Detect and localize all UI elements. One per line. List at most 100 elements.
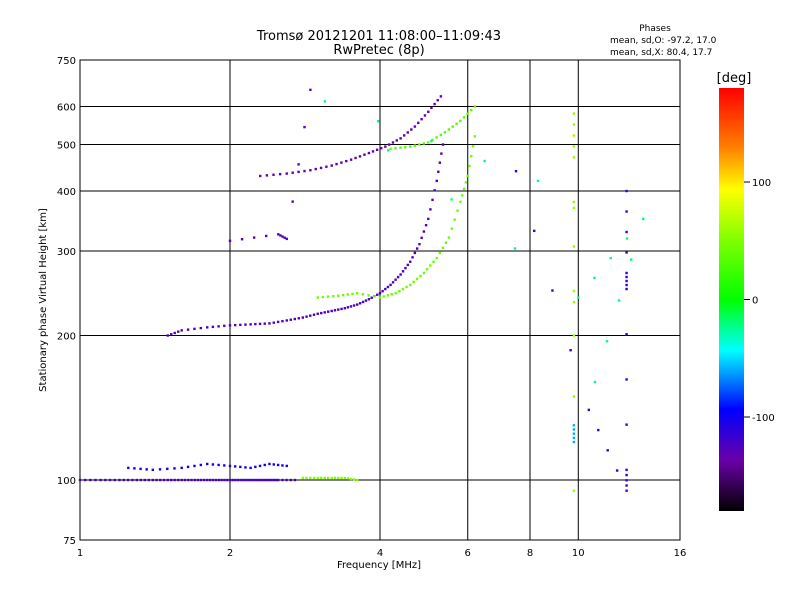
echo-point [352,304,356,307]
echo-point [186,465,190,469]
echo-point [158,468,162,471]
echo-point [382,295,386,298]
echo-point [333,309,337,312]
echo-point [186,328,190,331]
echo-point [577,296,580,299]
echo-point [309,476,312,480]
echo-point [625,333,628,336]
echo-point [572,300,576,304]
echo-point [399,146,402,149]
echo-point [155,478,158,482]
echo-point [355,292,359,295]
echo-point [572,145,576,148]
echo-point [625,423,628,426]
echo-point [625,275,628,279]
echo-point [415,247,419,250]
echo-point [214,478,218,482]
echo-point [330,309,333,313]
echo-point [389,283,392,287]
echo-point [346,477,350,480]
echo-point [395,139,399,142]
x-axis-label: Frequency [MHz] [337,560,421,571]
echo-point [625,279,628,283]
echo-point [412,280,415,284]
echo-point [346,293,349,296]
echo-point [367,151,371,155]
echo-point [425,268,429,271]
echo-point [217,463,220,467]
echo-point [451,125,454,128]
echo-point [108,478,112,482]
echo-point [341,293,345,297]
echo-point [145,468,148,471]
echo-point [279,234,282,237]
echo-point [323,100,327,103]
echo-point [391,281,395,284]
echo-point [483,159,486,163]
echo-point [217,325,220,328]
echo-point [205,462,209,466]
echo-point [244,466,247,469]
echo-point [258,322,262,326]
echo-point [450,227,453,230]
echo-point [122,478,125,482]
echo-point [345,159,348,163]
echo-point [473,135,477,138]
echo-point [466,112,469,115]
echo-point [439,95,443,98]
echo-point [301,476,305,480]
colorbar-tick-label: 100 [752,178,771,189]
echo-point [259,478,262,482]
echo-point [211,325,215,329]
echo-point [166,334,169,337]
echo-point [572,206,576,210]
echo-point [625,287,628,291]
y-axis-ticks: 75 100 200 300 400 500 600 750 [57,56,76,547]
echo-point [409,145,412,148]
echo-point [459,200,462,203]
echo-point [99,478,102,482]
echo-point [429,264,432,267]
x-axis-ticks: 1 2 4 6 8 10 16 [77,548,687,559]
echo-point [343,476,347,480]
echo-point [274,478,278,482]
echo-point [289,318,292,321]
echo-point [572,134,576,137]
echo-point [349,477,353,481]
echo-point [239,465,242,469]
echo-point [420,117,423,121]
echo-point [361,293,365,296]
echo-point [625,237,629,240]
echo-point [199,326,203,330]
echo-point [333,476,337,480]
echo-point [411,256,414,259]
echo-point [223,478,226,482]
echo-point [440,152,443,155]
echo-point [223,464,226,467]
echo-point [205,326,209,329]
echo-point [239,323,242,327]
echo-point [228,324,232,327]
y-tick-label: 75 [63,536,76,547]
echo-point [309,88,312,92]
echo-point [471,145,475,148]
echo-point [265,174,269,177]
echo-point [615,469,619,472]
echo-point [422,230,426,233]
colorbar-ticks: 100 0 -100 [744,178,775,424]
echo-point [453,218,456,221]
echo-point [394,147,397,150]
echo-point [441,143,445,146]
echo-point [249,323,252,326]
echo-point [410,128,413,131]
echo-point [162,478,166,482]
echo-point [261,478,264,482]
echo-point [438,251,442,255]
echo-point [293,317,296,321]
echo-point [444,241,448,244]
echo-point [239,478,242,482]
echo-point [337,308,340,311]
y-tick-label: 300 [57,247,76,258]
echo-point [459,119,462,123]
echo-point [402,134,406,137]
